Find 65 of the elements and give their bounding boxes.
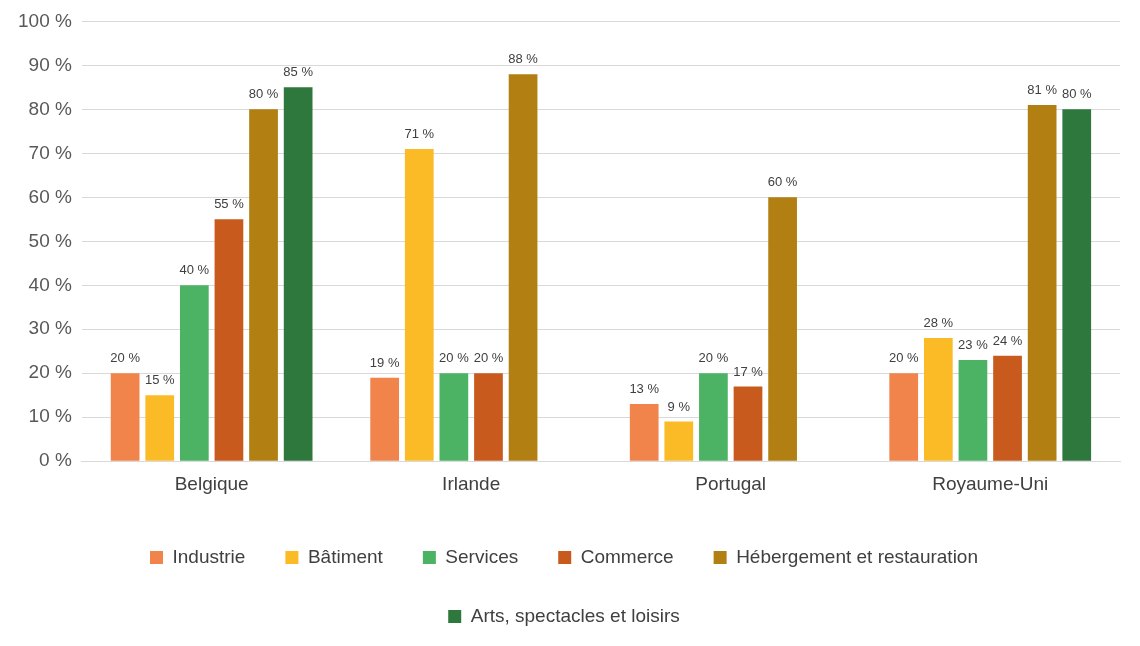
data-label: 20 % bbox=[439, 350, 470, 366]
y-tick-label: 100 % bbox=[18, 9, 72, 31]
x-tick-label: Royaume-Uni bbox=[932, 472, 1049, 494]
data-label: 71 % bbox=[404, 126, 435, 142]
data-label: 28 % bbox=[923, 315, 954, 331]
y-tick-label: 0 % bbox=[39, 449, 72, 471]
data-label: 20 % bbox=[888, 350, 919, 366]
data-label: 40 % bbox=[179, 262, 210, 278]
y-tick-label: 20 % bbox=[28, 361, 72, 383]
data-label: 13 % bbox=[629, 381, 660, 397]
bar bbox=[733, 386, 763, 461]
bar bbox=[993, 355, 1022, 461]
data-label: 9 % bbox=[667, 398, 691, 414]
data-label: 80 % bbox=[1061, 86, 1092, 102]
x-tick-label: Belgique bbox=[174, 472, 249, 494]
bar bbox=[629, 404, 659, 461]
bar bbox=[439, 373, 469, 461]
bar bbox=[474, 373, 503, 461]
data-label: 20 % bbox=[698, 350, 729, 366]
y-tick-label: 90 % bbox=[28, 53, 72, 75]
x-tick-label: Irlande bbox=[442, 472, 501, 494]
legend-label: Commerce bbox=[580, 545, 674, 567]
data-label: 19 % bbox=[369, 354, 400, 370]
bar bbox=[958, 360, 988, 461]
y-tick-label: 60 % bbox=[28, 185, 72, 207]
bar bbox=[404, 148, 434, 461]
bar bbox=[508, 74, 538, 461]
data-label: 24 % bbox=[992, 332, 1023, 348]
legend-label: Bâtiment bbox=[307, 545, 384, 567]
y-tick-label: 80 % bbox=[28, 97, 72, 119]
y-tick-label: 10 % bbox=[28, 405, 72, 427]
bar bbox=[370, 377, 400, 461]
bar bbox=[110, 373, 140, 461]
data-label: 20 % bbox=[473, 350, 504, 366]
data-label: 80 % bbox=[248, 86, 279, 102]
data-label: 17 % bbox=[733, 363, 764, 379]
legend-label: Arts, spectacles et loisirs bbox=[470, 604, 680, 626]
y-tick-label: 30 % bbox=[28, 317, 72, 339]
bar bbox=[249, 109, 278, 461]
bar bbox=[214, 219, 244, 461]
data-label: 60 % bbox=[767, 174, 798, 190]
bar bbox=[923, 338, 953, 461]
y-tick-label: 40 % bbox=[28, 273, 72, 295]
legend-label: Industrie bbox=[172, 545, 246, 567]
data-label: 15 % bbox=[144, 372, 175, 388]
data-label: 55 % bbox=[214, 196, 245, 212]
data-label: 85 % bbox=[283, 64, 314, 80]
x-tick-label: Portugal bbox=[695, 472, 767, 494]
bar bbox=[283, 87, 313, 461]
bar bbox=[1062, 109, 1092, 461]
bar bbox=[768, 197, 797, 461]
data-label: 81 % bbox=[1027, 82, 1058, 98]
legend-label: Hébergement et restauration bbox=[736, 545, 978, 567]
bar bbox=[179, 285, 209, 461]
bar bbox=[145, 395, 175, 461]
data-label: 88 % bbox=[508, 51, 539, 67]
data-label: 20 % bbox=[110, 350, 141, 366]
y-tick-label: 50 % bbox=[28, 229, 72, 251]
legend-label: Services bbox=[445, 545, 519, 567]
bar bbox=[1027, 104, 1057, 461]
data-label: 23 % bbox=[958, 337, 989, 353]
bar bbox=[699, 373, 728, 461]
y-tick-label: 70 % bbox=[28, 141, 72, 163]
bar bbox=[664, 421, 694, 461]
bar bbox=[889, 373, 919, 461]
